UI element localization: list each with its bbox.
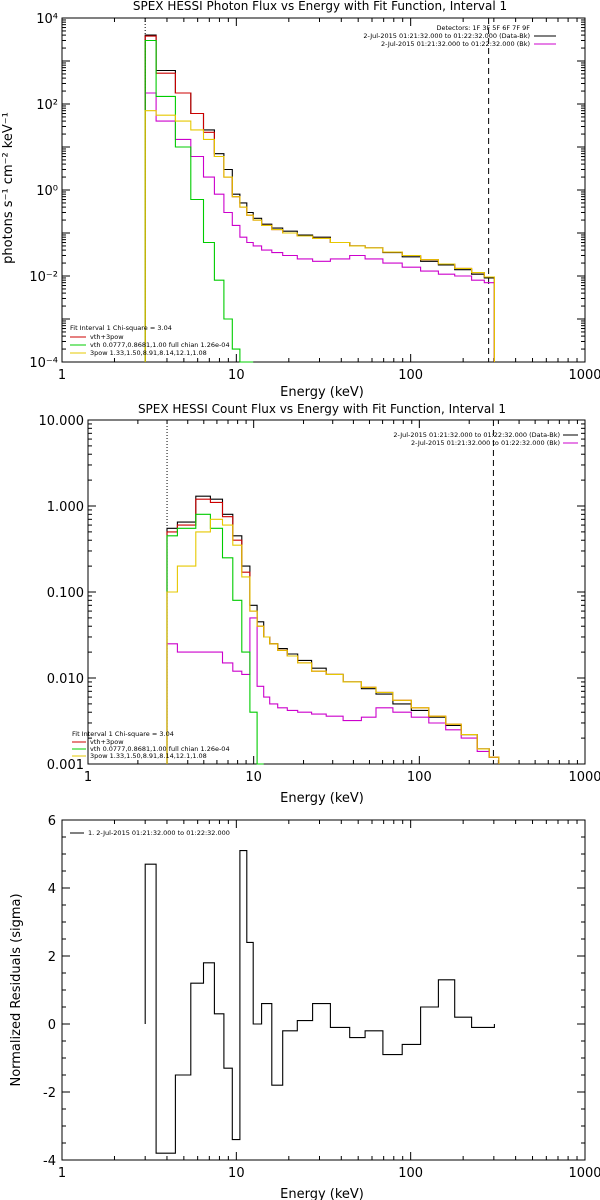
y-tick-label: 10⁰: [36, 184, 58, 199]
x-tick-label: 1: [58, 1166, 66, 1181]
data-interval-label: 2-Jul-2015 01:21:32.000 to 01:22:32.000 …: [393, 431, 560, 439]
y-tick-label: 2: [48, 950, 56, 965]
thermal-trace: [144, 39, 254, 363]
y-tick-label: 10⁴: [36, 12, 58, 27]
x-tick-label: 10: [228, 1166, 245, 1181]
background-trace: [166, 617, 500, 764]
x-tick-label: 1000: [568, 770, 600, 785]
legend-total-fit: vth+3pow: [90, 738, 124, 746]
y-tick-label: -2: [43, 1086, 56, 1101]
x-axis-label: Energy (keV): [280, 1187, 364, 1200]
power-law-trace: [166, 518, 500, 764]
panel-title: SPEX HESSI Count Flux vs Energy with Fit…: [138, 402, 506, 416]
x-tick-label: 1: [58, 368, 66, 383]
y-tick-label: 10⁻⁴: [29, 356, 58, 371]
y-tick-label: 4: [48, 882, 56, 897]
power-law-trace: [144, 110, 495, 362]
count-flux-panel: SPEX HESSI Count Flux vs Energy with Fit…: [39, 402, 600, 806]
y-tick-label: 1.000: [47, 500, 84, 515]
residual-trace: [144, 850, 495, 1154]
x-tick-label: 100: [407, 770, 432, 785]
x-axis-label: Energy (keV): [280, 385, 364, 400]
detectors-label: Detectors: 1F 3F 5F 6F 7F 9F: [436, 24, 530, 32]
x-tick-label: 100: [398, 368, 423, 383]
y-axis-label: Normalized Residuals (sigma): [9, 893, 24, 1086]
fit-legend: Fit Interval 1 Chi-square = 3.04 vth+3po…: [72, 730, 230, 760]
legend-thermal: vth 0.0777,0.8681,1.00 full chian 1.26e-…: [90, 341, 230, 349]
thermal-trace: [166, 513, 264, 765]
fit-legend: Fit Interval 1 Chi-square = 3.04 vth+3po…: [70, 324, 230, 357]
x-tick-label: 1000: [568, 368, 600, 383]
y-tick-label: 6: [48, 814, 56, 829]
x-axis-label: Energy (keV): [280, 791, 364, 806]
legend-power-law: 3pow 1.33,1.50,8.91,8.14,12.1,1.08: [90, 349, 207, 357]
y-tick-label: 0.100: [47, 586, 84, 601]
x-tick-label: 1000: [568, 1166, 600, 1181]
x-tick-label: 1: [84, 770, 92, 785]
y-axis-label: photons s⁻¹ cm⁻² keV⁻¹: [1, 112, 16, 264]
residuals-panel: Normalized Residuals (sigma) Energy (keV…: [9, 814, 600, 1200]
x-tick-label: 10: [245, 770, 262, 785]
legend-total-fit: vth+3pow: [90, 333, 124, 341]
x-tick-label: 10: [228, 368, 245, 383]
y-tick-label: 10²: [36, 98, 58, 113]
fit-interval-label: Fit Interval 1 Chi-square = 3.04: [70, 324, 172, 332]
legend-power-law: 3pow 1.33,1.50,8.91,8.14,12.1,1.08: [90, 752, 207, 760]
y-tick-label: 0.001: [47, 758, 84, 773]
y-tick-label: -4: [43, 1154, 56, 1169]
legend-thermal: vth 0.0777,0.8681,1.00 full chian 1.26e-…: [90, 745, 230, 753]
y-tick-label: 10.000: [39, 414, 85, 429]
background-trace: [144, 92, 495, 362]
photon-flux-panel: SPEX HESSI Photon Flux vs Energy with Fi…: [1, 0, 600, 400]
residual-legend-label: 1. 2-Jul-2015 01:21:32.000 to 01:22:32.0…: [88, 829, 230, 837]
data-interval-label: 2-Jul-2015 01:21:32.000 to 01:22:32.000 …: [363, 32, 530, 40]
panel-title: SPEX HESSI Photon Flux vs Energy with Fi…: [133, 0, 507, 13]
y-tick-label: 0.010: [47, 672, 84, 687]
y-tick-label: 0: [48, 1018, 56, 1033]
x-tick-label: 100: [398, 1166, 423, 1181]
background-interval-label: 2-Jul-2015 01:21:32.000 to 01:22:32.000 …: [381, 40, 530, 48]
y-tick-label: 10⁻²: [29, 270, 58, 285]
background-interval-label: 2-Jul-2015 01:21:32.000 to 01:22:32.000 …: [411, 439, 560, 447]
fit-interval-label: Fit Interval 1 Chi-square = 3.04: [72, 730, 174, 738]
